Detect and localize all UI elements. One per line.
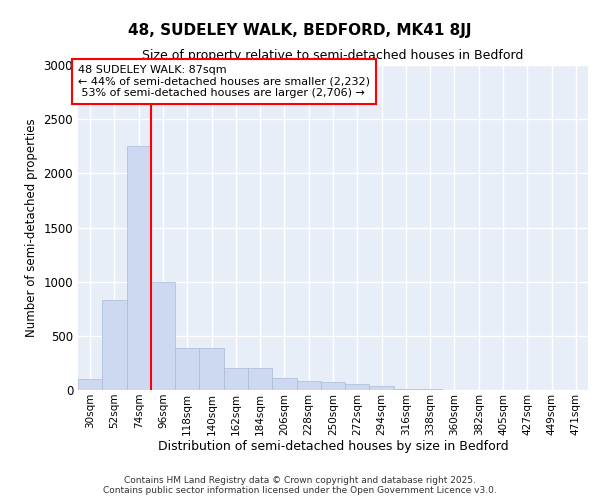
- Bar: [78, 379, 102, 390]
- Bar: [248, 368, 272, 390]
- Bar: [224, 368, 248, 390]
- Bar: [175, 348, 199, 390]
- Bar: [394, 389, 418, 390]
- Bar: [370, 386, 394, 390]
- X-axis label: Distribution of semi-detached houses by size in Bedford: Distribution of semi-detached houses by …: [158, 440, 508, 454]
- Bar: [272, 378, 296, 390]
- Bar: [345, 384, 370, 390]
- Bar: [127, 146, 151, 390]
- Text: 48, SUDELEY WALK, BEDFORD, MK41 8JJ: 48, SUDELEY WALK, BEDFORD, MK41 8JJ: [128, 22, 472, 38]
- Bar: [199, 348, 224, 390]
- Y-axis label: Number of semi-detached properties: Number of semi-detached properties: [25, 118, 38, 337]
- Text: Contains HM Land Registry data © Crown copyright and database right 2025.
Contai: Contains HM Land Registry data © Crown c…: [103, 476, 497, 495]
- Bar: [151, 282, 175, 390]
- Bar: [296, 382, 321, 390]
- Text: 48 SUDELEY WALK: 87sqm
← 44% of semi-detached houses are smaller (2,232)
 53% of: 48 SUDELEY WALK: 87sqm ← 44% of semi-det…: [78, 65, 370, 98]
- Bar: [102, 300, 127, 390]
- Bar: [321, 382, 345, 390]
- Title: Size of property relative to semi-detached houses in Bedford: Size of property relative to semi-detach…: [142, 50, 524, 62]
